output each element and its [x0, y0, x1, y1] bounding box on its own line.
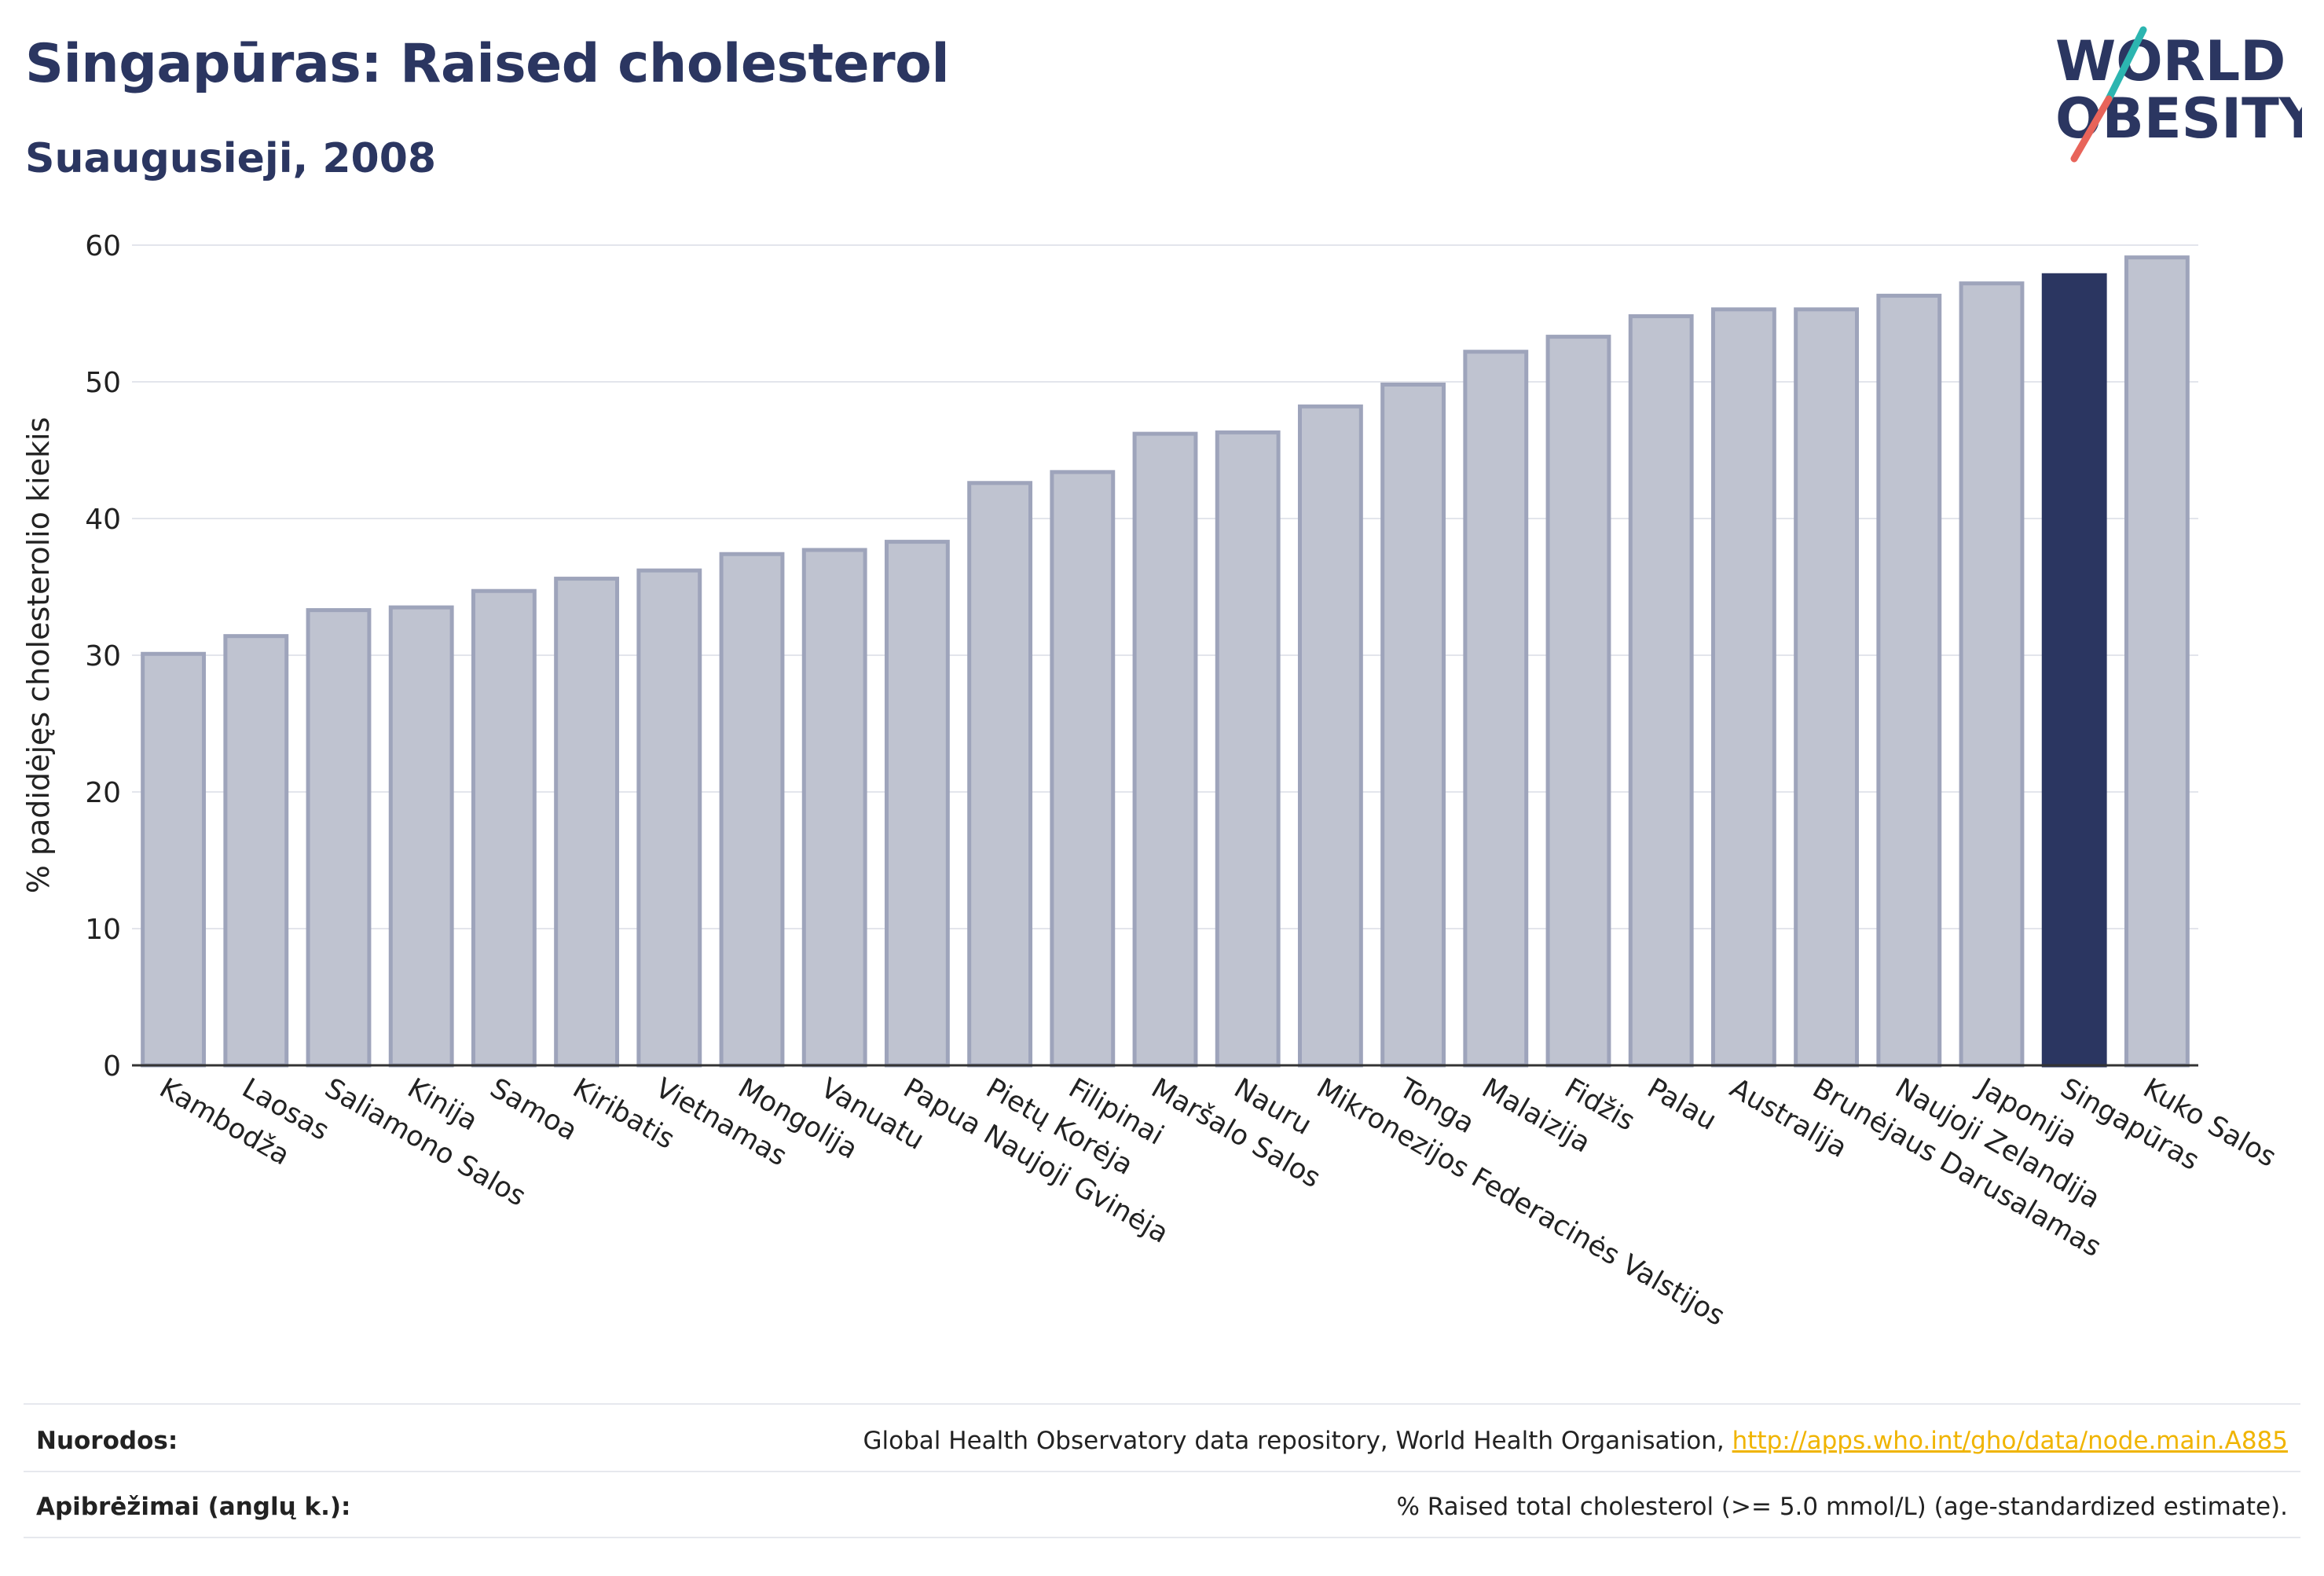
bar-singapūras[interactable]	[2041, 273, 2107, 1068]
footer-divider-bottom	[24, 1537, 2300, 1538]
definitions-label: Apibrėžimai (anglų k.):	[36, 1493, 351, 1521]
y-axis-label: % padidėjęs cholesterolio kiekis	[21, 417, 56, 894]
bar-papua-naujoji-gvinėja[interactable]	[884, 540, 950, 1068]
bar-saliamono-salos[interactable]	[306, 608, 372, 1068]
bar-kinija[interactable]	[388, 605, 454, 1068]
bar-kambodža[interactable]	[141, 651, 207, 1068]
bar-laosas[interactable]	[223, 634, 289, 1068]
bar-nauru[interactable]	[1215, 430, 1281, 1068]
x-tick-label: Samoa	[485, 1072, 582, 1147]
sources-label: Nuorodos:	[36, 1427, 178, 1455]
y-tick-label: 20	[85, 777, 121, 809]
bar-vietnamas[interactable]	[636, 568, 702, 1068]
bar-kiribatis[interactable]	[554, 577, 620, 1068]
bar-tonga[interactable]	[1380, 382, 1446, 1068]
footer-sources-row: Nuorodos: Global Health Observatory data…	[24, 1409, 2300, 1472]
definitions-value: % Raised total cholesterol (>= 5.0 mmol/…	[1396, 1493, 2288, 1521]
y-axis-ticks: 0 10 20 30 40 50 60	[85, 230, 121, 1083]
bar-brunėjaus-darusalamas[interactable]	[1794, 307, 1860, 1068]
footer-divider-top	[24, 1403, 2300, 1405]
bar-fidžis[interactable]	[1545, 335, 1611, 1068]
bar-naujoji-zelandija[interactable]	[1876, 293, 1942, 1068]
logo-text-world: WORLD	[2055, 29, 2286, 93]
footer-divider-middle	[24, 1471, 2300, 1472]
bar-kuko-salos[interactable]	[2124, 255, 2190, 1068]
y-tick-label: 30	[85, 640, 121, 673]
y-tick-label: 50	[85, 367, 121, 399]
bar-filipinai[interactable]	[1050, 470, 1116, 1068]
x-tick-label: Palau	[1642, 1072, 1722, 1137]
bar-samoa[interactable]	[471, 588, 537, 1068]
sources-link[interactable]: http://apps.who.int/gho/data/node.main.A…	[1732, 1427, 2288, 1455]
bar-japonija[interactable]	[1959, 281, 2025, 1068]
footer-definitions-row: Apibrėžimai (anglų k.): % Raised total c…	[24, 1475, 2300, 1538]
bar-malaizija[interactable]	[1463, 350, 1529, 1068]
chart-title: Singapūras: Raised cholesterol	[25, 33, 950, 95]
y-tick-label: 10	[85, 914, 121, 946]
bar-palau[interactable]	[1628, 313, 1694, 1068]
logo-slash-top	[2105, 26, 2147, 103]
y-tick-label: 0	[103, 1050, 121, 1083]
world-obesity-logo: WORLD OBESITY	[2055, 26, 2302, 163]
sources-value: Global Health Observatory data repositor…	[863, 1427, 2300, 1455]
bars	[141, 255, 2190, 1068]
y-tick-label: 40	[85, 504, 121, 536]
bar-australija[interactable]	[1710, 307, 1776, 1068]
bar-pietų-korėja[interactable]	[967, 481, 1033, 1068]
bar-maršalo-salos[interactable]	[1132, 431, 1198, 1068]
sources-text: Global Health Observatory data repositor…	[863, 1427, 1732, 1455]
y-tick-label: 60	[85, 230, 121, 262]
bar-mongolija[interactable]	[719, 552, 785, 1068]
logo-slash-bottom	[2070, 95, 2113, 163]
chart-subtitle: Suaugusieji, 2008	[25, 135, 437, 182]
bar-mikronezijos-federacinės-valstijos[interactable]	[1297, 404, 1363, 1068]
bar-vanuatu[interactable]	[801, 548, 867, 1068]
